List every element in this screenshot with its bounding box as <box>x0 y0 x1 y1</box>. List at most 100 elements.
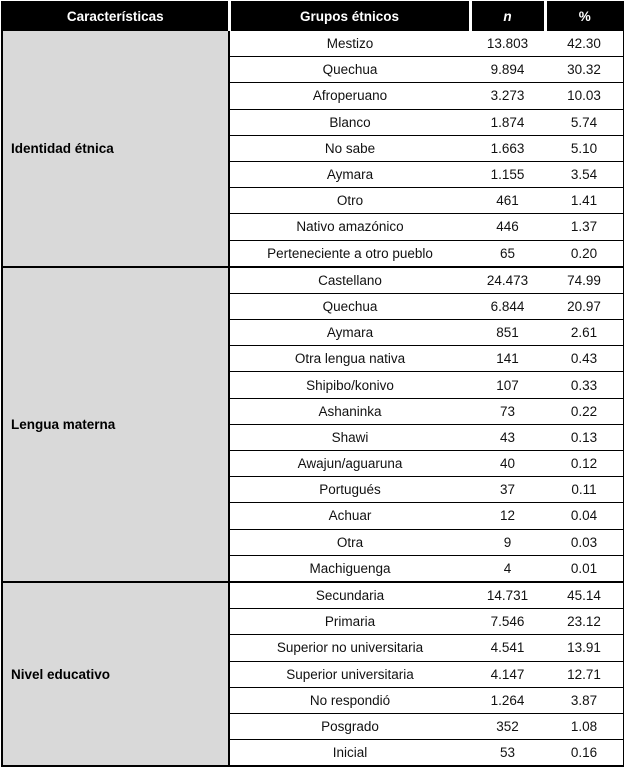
n-cell: 43 <box>470 423 545 451</box>
group-cell: Nativo amazónico <box>229 213 470 240</box>
category-cell: Identidad étnica <box>2 29 230 267</box>
group-cell: Otra lengua nativa <box>229 345 470 372</box>
n-cell: 4 <box>470 554 545 582</box>
percent-cell: 20.97 <box>545 292 624 320</box>
percent-cell: 0.03 <box>545 528 624 556</box>
group-cell: No sabe <box>229 134 470 162</box>
group-cell: Superior no universitaria <box>229 634 470 661</box>
group-cell: Ashaninka <box>229 397 470 425</box>
table-row: Awajun/aguaruna 40 0.12 <box>2 449 624 477</box>
group-cell: Achuar <box>229 502 470 530</box>
table-row: Perteneciente a otro pueblo 65 0.20 <box>2 239 624 267</box>
group-cell: Primaria <box>229 608 470 635</box>
header-caracteristicas: Características <box>2 2 229 31</box>
percent-cell: 0.22 <box>545 397 624 425</box>
header-n: n <box>468 2 545 31</box>
group-cell: Otra <box>229 528 470 556</box>
group-cell: Mestizo <box>229 29 470 57</box>
percent-cell: 0.01 <box>545 554 624 582</box>
percent-cell: 0.43 <box>545 345 624 372</box>
group-cell: Perteneciente a otro pueblo <box>229 239 470 267</box>
group-cell: Shipibo/konivo <box>229 371 470 399</box>
n-cell: 40 <box>470 449 545 477</box>
percent-cell: 1.37 <box>545 213 624 240</box>
n-cell: 9 <box>470 528 545 556</box>
n-cell: 12 <box>470 502 545 530</box>
n-cell: 851 <box>470 319 545 346</box>
n-cell: 37 <box>470 476 545 503</box>
n-cell: 24.473 <box>470 265 545 294</box>
percent-cell: 13.91 <box>545 634 624 661</box>
group-cell: Machiguenga <box>229 554 470 582</box>
table-row: Achuar 12 0.04 <box>2 502 624 530</box>
header-row: Características Grupos étnicos n % <box>2 2 624 31</box>
group-cell: Otro <box>229 187 470 214</box>
group-cell: Awajun/aguaruna <box>229 449 470 477</box>
percent-cell: 0.20 <box>545 239 624 267</box>
percent-cell: 1.41 <box>545 187 624 214</box>
table-row: Nativo amazónico 446 1.37 <box>2 213 624 240</box>
group-cell: Afroperuano <box>229 82 470 110</box>
category-cell: Nivel educativo <box>2 580 230 767</box>
table-row: No respondió 1.264 3.87 <box>2 686 624 714</box>
table-row: Lengua materna Castellano 24.473 74.99 <box>2 265 624 582</box>
group-cell: Blanco <box>229 108 470 136</box>
percent-cell: 10.03 <box>545 82 624 110</box>
table-row: Posgrado 352 1.08 <box>2 712 624 740</box>
table-row: Superior universitaria 4.147 12.71 <box>2 660 624 688</box>
header-grupos-etnicos: Grupos étnicos <box>227 2 470 31</box>
table-row: Ashaninka 73 0.22 <box>2 397 624 425</box>
n-cell: 53 <box>470 739 545 767</box>
table-row: Portugués 37 0.11 <box>2 476 624 503</box>
group-cell: Superior universitaria <box>229 660 470 688</box>
table-row: Otra 9 0.03 <box>2 528 624 556</box>
percent-cell: 23.12 <box>545 608 624 635</box>
percent-cell: 5.74 <box>545 108 624 136</box>
group-cell: Portugués <box>229 476 470 503</box>
n-cell: 9.894 <box>470 56 545 83</box>
n-cell: 13.803 <box>470 29 545 57</box>
group-cell: No respondió <box>229 686 470 714</box>
percent-cell: 0.04 <box>545 502 624 530</box>
table-row: Afroperuano 3.273 10.03 <box>2 82 624 110</box>
table-row: Blanco 1.874 5.74 <box>2 108 624 136</box>
table-row: Primaria 7.546 23.12 <box>2 608 624 635</box>
table-row: No sabe 1.663 5.10 <box>2 134 624 162</box>
group-cell: Aymara <box>229 319 470 346</box>
percent-cell: 0.11 <box>545 476 624 503</box>
table-row: Otra lengua nativa 141 0.43 <box>2 345 624 372</box>
group-cell: Quechua <box>229 292 470 320</box>
n-cell: 73 <box>470 397 545 425</box>
percent-cell: 3.54 <box>545 160 624 188</box>
table-row: Shawi 43 0.13 <box>2 423 624 451</box>
group-cell: Secundaria <box>229 580 470 609</box>
group-cell: Inicial <box>229 739 470 767</box>
header-percent: % <box>543 2 624 31</box>
n-cell: 1.264 <box>470 686 545 714</box>
percent-cell: 0.12 <box>545 449 624 477</box>
n-cell: 1.155 <box>470 160 545 188</box>
table-row: Quechua 9.894 30.32 <box>2 56 624 83</box>
table-row: Aymara 1.155 3.54 <box>2 160 624 188</box>
table-row: Identidad étnica Mestizo 13.803 42.30 <box>2 29 624 267</box>
n-cell: 107 <box>470 371 545 399</box>
table-row: Otro 461 1.41 <box>2 187 624 214</box>
percent-cell: 1.08 <box>545 712 624 740</box>
n-cell: 6.844 <box>470 292 545 320</box>
percent-cell: 0.16 <box>545 739 624 767</box>
table-row: Machiguenga 4 0.01 <box>2 554 624 582</box>
n-cell: 14.731 <box>470 580 545 609</box>
percent-cell: 3.87 <box>545 686 624 714</box>
group-cell: Posgrado <box>229 712 470 740</box>
percent-cell: 12.71 <box>545 660 624 688</box>
table-row: Quechua 6.844 20.97 <box>2 292 624 320</box>
group-cell: Castellano <box>229 265 470 294</box>
n-cell: 7.546 <box>470 608 545 635</box>
n-cell: 1.874 <box>470 108 545 136</box>
group-cell: Shawi <box>229 423 470 451</box>
percent-cell: 45.14 <box>545 580 624 609</box>
table-row: Shipibo/konivo 107 0.33 <box>2 371 624 399</box>
group-cell: Aymara <box>229 160 470 188</box>
percent-cell: 2.61 <box>545 319 624 346</box>
